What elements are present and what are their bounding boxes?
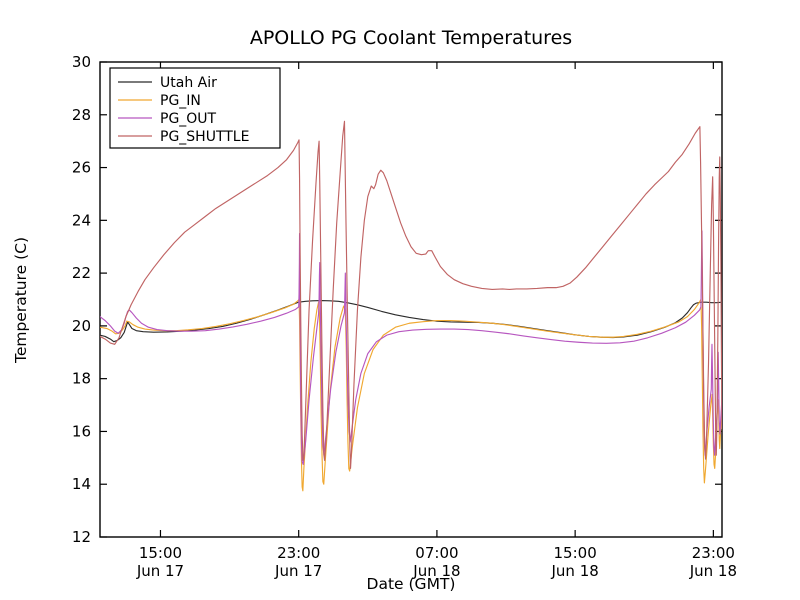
legend-label-utah-air: Utah Air	[160, 75, 217, 91]
y-tick-label: 12	[72, 528, 91, 546]
series-line-pg-shuttle	[100, 120, 722, 469]
x-tick-label-date: Jun 18	[412, 562, 460, 580]
legend-label-pg-in: PG_IN	[160, 93, 201, 109]
y-tick-label: 22	[72, 264, 91, 282]
chart-title: APOLLO PG Coolant Temperatures	[250, 27, 572, 49]
y-tick-label: 24	[72, 211, 91, 229]
y-tick-label: 16	[72, 422, 91, 440]
legend-label-pg-out: PG_OUT	[160, 111, 217, 127]
x-tick-label-time: 07:00	[415, 544, 458, 562]
y-tick-label: 28	[72, 106, 91, 124]
x-tick-label-date: Jun 18	[689, 562, 737, 580]
x-tick-label-time: 23:00	[277, 544, 320, 562]
chart-legend[interactable]: Utah Air PG_IN PG_OUT PG_SHUTTLE	[109, 67, 281, 149]
x-tick-label-date: Jun 18	[550, 562, 598, 580]
y-axis-ticks: 12 14 16 18 20 22 24 26 28 30	[72, 53, 722, 546]
y-tick-label: 20	[72, 317, 91, 335]
series-line-pg-in	[100, 298, 722, 492]
legend-label-pg-shuttle: PG_SHUTTLE	[160, 129, 249, 145]
y-axis-title: Temperature (C)	[12, 237, 30, 364]
x-tick-label-time: 15:00	[139, 544, 182, 562]
data-series-group	[100, 120, 722, 492]
y-tick-label: 18	[72, 370, 91, 388]
y-tick-label: 26	[72, 159, 91, 177]
x-tick-label-date: Jun 17	[274, 562, 322, 580]
x-tick-label-date: Jun 17	[136, 562, 184, 580]
x-tick-label-time: 15:00	[554, 544, 597, 562]
legend-background	[109, 67, 281, 149]
y-tick-label: 30	[72, 53, 91, 71]
x-axis-title: Date (GMT)	[367, 575, 456, 593]
plot-frame	[99, 61, 723, 538]
x-tick-label-time: 23:00	[692, 544, 735, 562]
y-tick-label: 14	[72, 475, 91, 493]
